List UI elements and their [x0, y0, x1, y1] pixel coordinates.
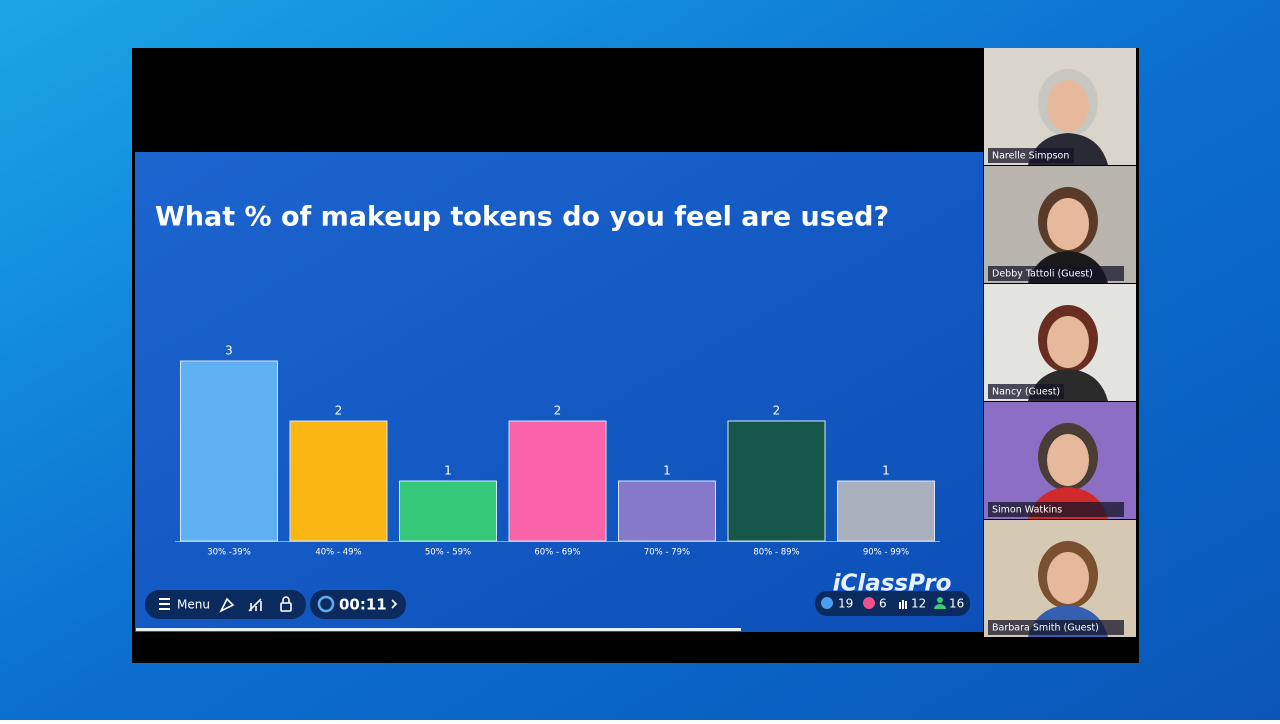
bar: [618, 480, 716, 542]
timer: 00:11: [339, 596, 387, 614]
hearts-count: 6: [879, 597, 887, 611]
stats-pill: [815, 591, 970, 616]
value-label: 1: [444, 464, 452, 478]
chevron[interactable]: [391, 599, 398, 609]
timer-icon: [317, 595, 335, 613]
bar: [837, 480, 935, 542]
hands-count: 12: [911, 597, 926, 611]
participant-name: Debby Tattoli (Guest): [992, 269, 1093, 280]
participant-column: Narelle Simpson Debby Tattoli (Guest) Nanc…: [984, 48, 1136, 637]
attendees-count: 16: [949, 597, 964, 611]
participant-tile[interactable]: Debby Tattoli (Guest): [984, 166, 1136, 283]
value-label: 1: [663, 464, 671, 478]
name-bg: [988, 148, 1074, 163]
menu-button[interactable]: Menu: [159, 598, 210, 612]
participant-tile[interactable]: Nancy (Guest): [984, 284, 1136, 401]
timer-pill[interactable]: [310, 590, 406, 619]
value-label: 2: [773, 404, 781, 418]
like-icon: [821, 597, 833, 609]
category-label: 80% - 89%: [753, 548, 799, 558]
hand-icon: [899, 600, 907, 609]
participant-tile[interactable]: Simon Watkins: [984, 402, 1136, 519]
name-bg: [988, 620, 1124, 635]
bar: [508, 420, 607, 542]
person-icon: [934, 597, 946, 609]
bars: 3 30% -39% 2 40% - 49% 1 50% - 59% 2 60% - 69% 1…: [180, 344, 935, 558]
name-bg: [988, 266, 1124, 281]
lock-icon[interactable]: [280, 596, 292, 612]
celebrate-icon[interactable]: [219, 597, 235, 613]
category-label: 70% - 79%: [644, 548, 690, 558]
participant-name: Simon Watkins: [992, 505, 1062, 516]
value-label: 2: [335, 404, 343, 418]
category-label: 60% - 69%: [534, 548, 580, 558]
value-label: 2: [554, 404, 562, 418]
chart-title: What % of makeup tokens do you feel are …: [155, 202, 889, 233]
face: [1047, 552, 1089, 604]
participant-name: Nancy (Guest): [992, 387, 1060, 398]
category-label: 30% -39%: [207, 548, 251, 558]
participant-tile[interactable]: Narelle Simpson: [984, 48, 1136, 165]
value-label: 1: [882, 464, 890, 478]
bar: [727, 420, 826, 542]
face: [1047, 198, 1089, 250]
category-label: 50% - 59%: [425, 548, 471, 558]
chart-icon[interactable]: [248, 598, 262, 612]
likes-count: 19: [838, 597, 853, 611]
bar: [289, 420, 388, 542]
face: [1047, 80, 1089, 132]
category-label: 90% - 99%: [863, 548, 909, 558]
category-label: 40% - 49%: [315, 548, 361, 558]
participant-name: Barbara Smith (Guest): [992, 623, 1099, 634]
value-label: 3: [225, 344, 233, 358]
bar: [399, 480, 497, 542]
face: [1047, 316, 1089, 368]
bar: [180, 360, 278, 542]
toolbar: [145, 590, 306, 619]
face: [1047, 434, 1089, 486]
participant-tile[interactable]: Barbara Smith (Guest): [984, 520, 1136, 637]
menu-label[interactable]: Menu: [177, 598, 210, 612]
name-bg: [988, 502, 1124, 517]
participant-name: Narelle Simpson: [992, 151, 1069, 162]
heart-icon: [863, 597, 875, 609]
progress-bar: [136, 628, 741, 631]
name-bg: [988, 384, 1064, 399]
